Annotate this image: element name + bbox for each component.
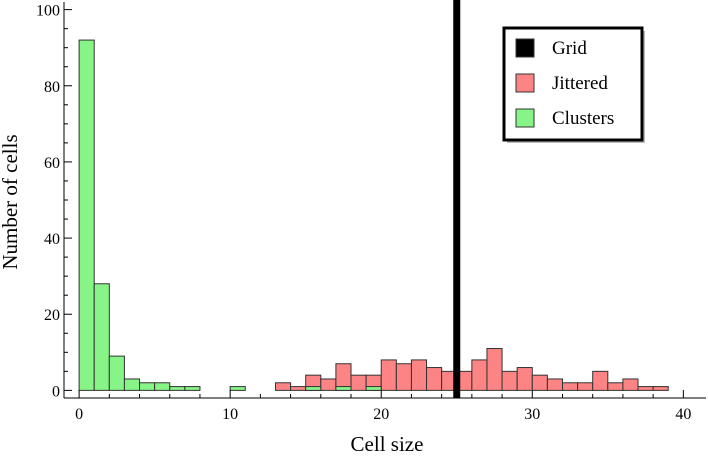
jittered-bar [471, 359, 488, 391]
jittered-bar [561, 382, 579, 391]
x-tick-label: 40 [675, 406, 691, 423]
y-tick-label: 100 [36, 3, 60, 20]
clusters-bar [169, 386, 186, 391]
jittered-bar [607, 382, 624, 391]
jittered-bar [395, 363, 412, 391]
jittered-bar [592, 370, 609, 391]
y-tick-label: 60 [44, 155, 60, 172]
clusters-bar [154, 382, 171, 391]
jittered-bar [637, 386, 654, 391]
x-tick-label: 30 [524, 406, 540, 423]
axes-layer: 0 20 40 60 80 100 0 10 20 30 40 [36, 2, 706, 423]
clusters-bar [93, 283, 110, 391]
jittered-bar [320, 378, 337, 391]
clusters-bar [184, 386, 201, 391]
y-tick-label: 40 [44, 231, 60, 248]
clusters-bar [365, 386, 382, 391]
y-axis-title: Number of cells [0, 134, 22, 269]
jittered-bar [426, 367, 443, 391]
jittered-bar [501, 370, 518, 391]
jittered-bar [486, 348, 503, 391]
jittered-bar [531, 374, 548, 391]
jittered-bar [290, 386, 307, 391]
legend-swatch-grid [515, 38, 535, 58]
y-tick-label: 80 [44, 79, 60, 96]
jittered-bar [410, 359, 428, 391]
jittered-bar [380, 359, 397, 391]
jittered-bar [577, 382, 594, 391]
legend: Grid Jittered Clusters [502, 26, 645, 143]
clusters-bar [335, 386, 352, 391]
x-tick-label: 10 [222, 406, 238, 423]
legend-swatch-clusters [515, 108, 535, 128]
jittered-bar [546, 378, 563, 391]
clusters-bar [123, 378, 141, 391]
clusters-bar [78, 39, 95, 391]
jittered-bar [622, 378, 639, 391]
jittered-bar [652, 386, 669, 391]
clusters-bar [139, 382, 156, 391]
legend-label-grid: Grid [552, 38, 587, 59]
y-tick-label: 20 [44, 307, 60, 324]
x-axis-title: Cell size [351, 432, 424, 456]
jittered-bar [350, 374, 367, 391]
x-tick-label: 20 [373, 406, 389, 423]
clusters-bar [305, 386, 322, 391]
legend-label-clusters: Clusters [552, 108, 614, 129]
legend-label-jittered: Jittered [552, 73, 608, 94]
legend-swatch-jittered [515, 73, 535, 93]
clusters-bar [229, 386, 246, 391]
clusters-bar [108, 355, 125, 391]
jittered-bar [516, 367, 533, 391]
bars-layer [78, 0, 669, 398]
x-tick-label: 0 [75, 406, 83, 423]
jittered-bar [274, 382, 292, 391]
y-tick-label: 0 [52, 383, 60, 400]
